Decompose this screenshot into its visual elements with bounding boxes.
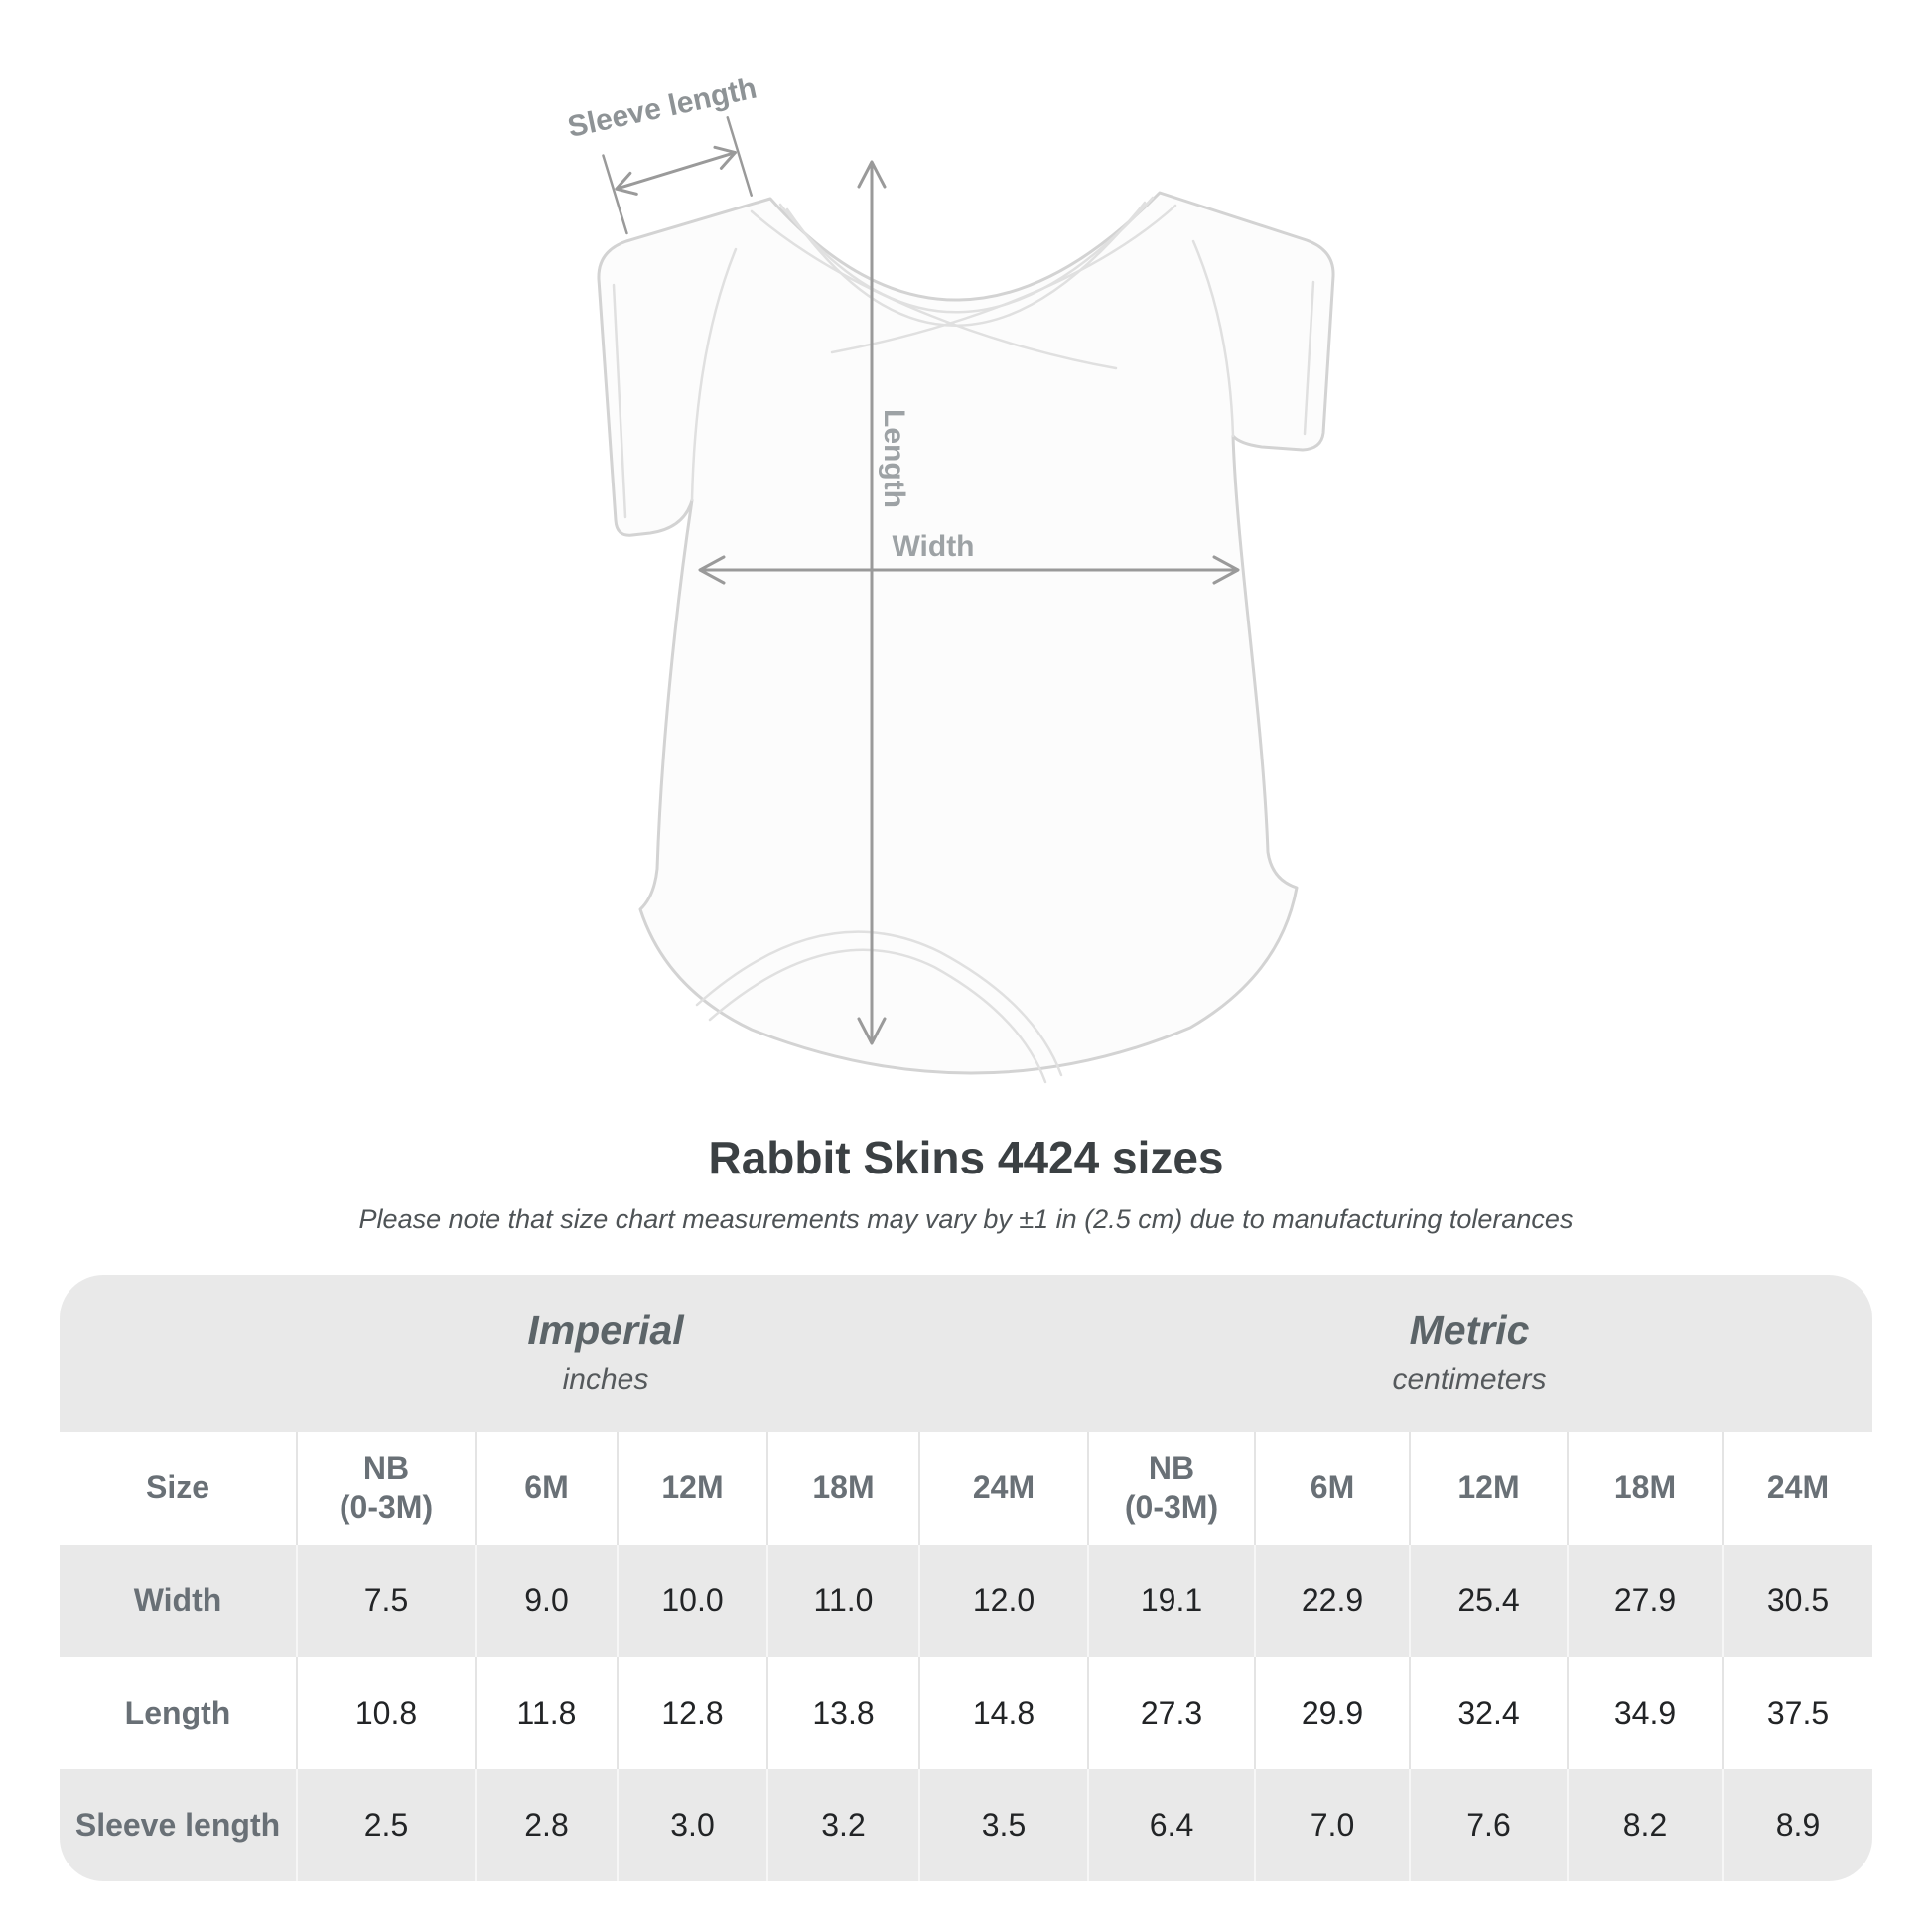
value-cell: 27.9 — [1567, 1545, 1722, 1657]
value-cell: 3.0 — [617, 1769, 766, 1881]
size-col-header: Size — [60, 1432, 296, 1545]
right-shoulder-flap-seam — [830, 204, 1177, 354]
value-cell: 12.8 — [617, 1657, 766, 1769]
imperial-unit-group: Imperial inches — [527, 1309, 683, 1396]
sleeve-length-label: Sleeve length — [565, 71, 759, 143]
value-cell: 11.8 — [475, 1657, 617, 1769]
onesie-measurement-diagram: Sleeve length Length Width — [565, 71, 1335, 1084]
size-table: Imperial inches Metric centimeters Size N… — [60, 1275, 1872, 1881]
size-header-cell: 12M — [1409, 1432, 1567, 1545]
size-header-cell: 6M — [1254, 1432, 1409, 1545]
value-cell: 10.8 — [296, 1657, 475, 1769]
value-cell: 22.9 — [1254, 1545, 1409, 1657]
value-cell: 30.5 — [1722, 1545, 1872, 1657]
length-arrow — [857, 160, 887, 1045]
value-cell: 8.9 — [1722, 1769, 1872, 1881]
value-cell: 25.4 — [1409, 1545, 1567, 1657]
value-cell: 9.0 — [475, 1545, 617, 1657]
length-label: Length — [878, 409, 910, 508]
right-armhole-seam — [1191, 239, 1235, 438]
neckband-stitch — [778, 196, 1155, 314]
value-cell: 12.0 — [918, 1545, 1087, 1657]
value-cell: 8.2 — [1567, 1769, 1722, 1881]
value-cell: 6.4 — [1087, 1769, 1254, 1881]
value-cell: 29.9 — [1254, 1657, 1409, 1769]
value-cell: 10.0 — [617, 1545, 766, 1657]
metric-unit-label: centimeters — [1392, 1363, 1547, 1396]
width-label: Width — [892, 530, 974, 563]
left-armhole-seam — [690, 247, 738, 502]
sleeve-length-arrow — [602, 116, 753, 235]
value-cell: 2.8 — [475, 1769, 617, 1881]
size-header-cell: NB (0-3M) — [1087, 1432, 1254, 1545]
crotch-flap-seam — [695, 930, 1063, 1077]
value-cell: 7.5 — [296, 1545, 475, 1657]
width-arrow — [698, 555, 1240, 585]
value-cell: 11.0 — [766, 1545, 918, 1657]
row-label: Width — [60, 1545, 296, 1657]
imperial-group-label: Imperial — [527, 1308, 684, 1353]
value-cell: 7.0 — [1254, 1769, 1409, 1881]
size-header-cell: 18M — [766, 1432, 918, 1545]
value-cell: 3.5 — [918, 1769, 1087, 1881]
crotch-flap-binding — [708, 948, 1047, 1084]
left-sleeve-hem — [612, 283, 627, 519]
value-cell: 2.5 — [296, 1769, 475, 1881]
value-cell: 7.6 — [1409, 1769, 1567, 1881]
size-header-cell: 24M — [1722, 1432, 1872, 1545]
value-cell: 19.1 — [1087, 1545, 1254, 1657]
size-header-cell: 24M — [918, 1432, 1087, 1545]
imperial-unit-label: inches — [562, 1363, 649, 1396]
page-title: Rabbit Skins 4424 sizes — [708, 1132, 1224, 1183]
metric-group-label: Metric — [1409, 1308, 1530, 1353]
unit-header-band: Imperial inches Metric centimeters — [60, 1275, 1872, 1432]
row-label: Length — [60, 1657, 296, 1769]
value-cell: 27.3 — [1087, 1657, 1254, 1769]
tolerance-note: Please note that size chart measurements… — [358, 1204, 1574, 1234]
right-sleeve-hem — [1303, 280, 1315, 436]
size-header-cell: 12M — [617, 1432, 766, 1545]
value-cell: 3.2 — [766, 1769, 918, 1881]
size-table-grid: Size NB (0-3M) 6M 12M 18M 24M NB (0-3M) 6M 12M 18… — [60, 1432, 1872, 1881]
row-label: Sleeve length — [60, 1769, 296, 1881]
size-header-cell: NB (0-3M) — [296, 1432, 475, 1545]
value-cell: 37.5 — [1722, 1657, 1872, 1769]
value-cell: 32.4 — [1409, 1657, 1567, 1769]
value-cell: 14.8 — [918, 1657, 1087, 1769]
left-shoulder-flap-seam — [750, 209, 1118, 370]
value-cell: 34.9 — [1567, 1657, 1722, 1769]
value-cell: 13.8 — [766, 1657, 918, 1769]
metric-unit-group: Metric centimeters — [1392, 1309, 1546, 1396]
size-header-cell: 18M — [1567, 1432, 1722, 1545]
onesie-body — [597, 191, 1335, 1075]
size-header-cell: 6M — [475, 1432, 617, 1545]
